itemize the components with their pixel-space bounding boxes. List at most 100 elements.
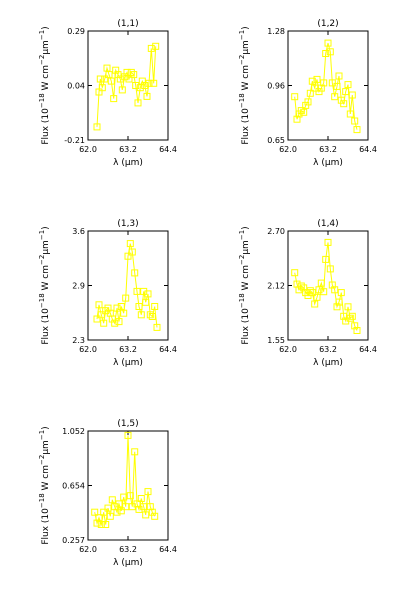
data-point — [100, 319, 108, 327]
data-point — [113, 508, 121, 516]
data-point — [295, 286, 303, 294]
x-tick-label: 64.4 — [159, 145, 177, 154]
data-point — [331, 93, 339, 101]
data-point — [353, 327, 361, 334]
data-point — [328, 281, 336, 289]
data-point — [110, 95, 118, 103]
data-point — [340, 312, 348, 320]
x-tick-label: 62.0 — [79, 545, 97, 554]
data-point — [151, 303, 159, 310]
data-point — [93, 123, 101, 131]
y-tick-label: 0.96 — [267, 82, 285, 91]
data-point — [342, 88, 350, 96]
data-point — [97, 521, 105, 528]
x-axis-label: λ (μm) — [113, 558, 143, 568]
data-point — [115, 500, 123, 508]
data-point — [333, 82, 341, 90]
data-point — [127, 68, 135, 76]
chart-panel-4: (1,4) 62.0 63.2 64.4 2.70 2.12 1.55 λ (μm) Flux … — [238, 219, 377, 368]
data-point — [144, 290, 152, 298]
x-tick-label: 64.4 — [359, 345, 377, 354]
data-point — [135, 303, 143, 310]
y-tick-label: 0.654 — [62, 482, 85, 491]
data-point — [300, 284, 308, 292]
y-axis-label: Flux (10−18 W cm−2μm−1) — [38, 226, 51, 344]
y-tick-label: 0.257 — [62, 536, 85, 545]
data-point — [117, 507, 125, 515]
data-point — [322, 50, 330, 57]
chart-title: (1,1) — [117, 19, 138, 29]
data-point — [136, 84, 144, 92]
data-point — [93, 519, 101, 527]
data-point — [335, 72, 343, 80]
data-point — [346, 314, 354, 322]
data-point — [115, 318, 123, 326]
data-point — [344, 303, 352, 311]
data-point — [143, 92, 151, 100]
data-point — [291, 93, 299, 101]
data-point — [107, 77, 115, 85]
data-point — [313, 293, 321, 301]
data-point — [120, 493, 128, 501]
data-point — [117, 303, 125, 310]
data-point — [148, 508, 156, 516]
data-point — [351, 117, 359, 125]
data-point — [104, 504, 112, 512]
y-tick-label: -0.21 — [64, 136, 85, 145]
data-point — [93, 315, 101, 323]
data-point — [351, 322, 359, 330]
data-point — [128, 248, 136, 256]
data-point — [144, 488, 152, 496]
data-point — [297, 107, 305, 115]
data-point — [335, 298, 343, 306]
x-axis-label: λ (μm) — [113, 158, 143, 168]
data-point — [122, 294, 130, 302]
data-point — [98, 84, 106, 92]
data-point — [353, 126, 361, 134]
data-point — [315, 286, 323, 294]
y-tick-label: 2.12 — [267, 282, 285, 291]
data-point — [104, 304, 112, 312]
data-point — [95, 301, 103, 309]
x-tick-label: 64.4 — [159, 345, 177, 354]
data-point — [313, 75, 321, 83]
x-axis-label: λ (μm) — [313, 158, 343, 168]
data-point — [131, 448, 139, 456]
data-point — [317, 84, 325, 92]
data-point — [152, 42, 160, 50]
data-point — [134, 99, 142, 107]
data-point — [297, 282, 305, 290]
y-tick-label: 1.28 — [267, 27, 285, 36]
y-tick-label: 2.70 — [267, 227, 285, 236]
chart-title: (1,5) — [117, 419, 138, 429]
x-tick-label: 63.2 — [319, 345, 337, 354]
series-line — [96, 243, 158, 328]
data-point — [141, 82, 149, 89]
data-point — [97, 311, 105, 319]
data-point — [137, 311, 145, 319]
y-tick-label: 0.04 — [67, 82, 85, 91]
data-point — [120, 309, 128, 317]
y-axis-label: Flux (10−18 W cm−2μm−1) — [38, 426, 51, 544]
data-point — [142, 511, 150, 519]
chart-panel-3: (1,3) 62.0 63.2 64.4 3.6 2.9 2.3 λ (μm) Flux (10… — [38, 219, 177, 368]
data-point — [116, 75, 124, 83]
data-point — [346, 110, 354, 118]
data-point — [126, 492, 134, 500]
data-point — [138, 77, 146, 85]
data-point — [344, 81, 352, 89]
data-point — [126, 240, 134, 248]
data-point — [331, 286, 339, 294]
data-point — [320, 288, 328, 296]
data-point — [320, 79, 328, 87]
data-point — [131, 269, 139, 277]
data-point — [108, 496, 116, 504]
data-point — [308, 77, 316, 85]
y-tick-label: 1.55 — [267, 336, 285, 345]
data-point — [326, 48, 334, 56]
data-point — [102, 521, 110, 528]
series-line — [94, 435, 156, 527]
x-tick-label: 62.0 — [79, 145, 97, 154]
x-tick-label: 62.0 — [279, 345, 297, 354]
y-tick-label: 0.65 — [267, 136, 285, 145]
